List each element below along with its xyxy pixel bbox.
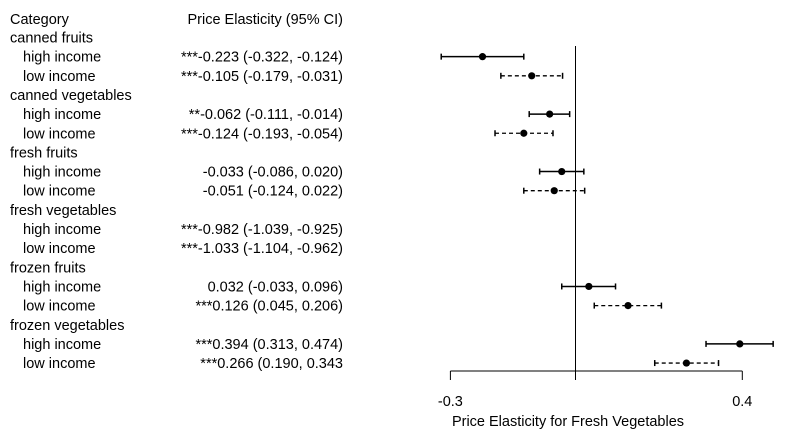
estimate-text: -0.051 (-0.124, 0.022) bbox=[203, 184, 343, 200]
x-tick-label: -0.3 bbox=[438, 394, 463, 410]
x-axis: -0.3 0.4 bbox=[438, 370, 752, 410]
point-estimate bbox=[550, 187, 558, 195]
point-estimate bbox=[585, 282, 593, 291]
plot-area bbox=[440, 46, 774, 371]
row-label: high income bbox=[23, 222, 101, 238]
point-estimate bbox=[546, 110, 554, 118]
estimate-text: 0.032 (-0.033, 0.096) bbox=[208, 279, 343, 295]
estimate-text: -0.033 (-0.086, 0.020) bbox=[203, 165, 343, 181]
point-estimate bbox=[624, 302, 632, 310]
header-category: Category bbox=[10, 12, 70, 28]
row-label: high income bbox=[23, 165, 101, 181]
row-label: high income bbox=[23, 279, 101, 295]
estimate-text: **-0.062 (-0.111, -0.014) bbox=[189, 107, 343, 123]
category-label: fresh fruits bbox=[10, 145, 78, 161]
table-rows: canned fruits high income ***-0.223 (-0.32… bbox=[10, 31, 343, 373]
row-label: low income bbox=[23, 356, 96, 372]
estimate-text: ***0.126 (0.045, 0.206) bbox=[195, 299, 343, 315]
row-label: low income bbox=[23, 241, 96, 257]
row-label: low income bbox=[23, 126, 96, 142]
header-estimate: Price Elasticity (95% CI) bbox=[187, 12, 343, 28]
row-label: high income bbox=[23, 337, 101, 353]
point-estimate bbox=[736, 340, 744, 348]
category-label: canned fruits bbox=[10, 31, 93, 47]
point-estimate bbox=[682, 359, 691, 367]
estimate-text: ***-0.124 (-0.193, -0.054) bbox=[181, 126, 343, 142]
point-estimate bbox=[478, 53, 487, 61]
point-estimate bbox=[528, 72, 536, 80]
estimate-text: ***-0.105 (-0.179, -0.031) bbox=[181, 69, 343, 85]
x-axis-label: Price Elasticity for Fresh Vegetables bbox=[452, 414, 684, 430]
category-label: frozen fruits bbox=[10, 260, 86, 276]
estimate-text: ***0.266 (0.190, 0.343 bbox=[200, 356, 343, 372]
estimate-text: ***0.394 (0.313, 0.474) bbox=[195, 337, 343, 353]
point-estimate bbox=[558, 167, 566, 176]
row-label: low income bbox=[23, 69, 96, 85]
estimate-text: ***-1.033 (-1.104, -0.962) bbox=[181, 241, 343, 257]
estimate-text: ***-0.982 (-1.039, -0.925) bbox=[181, 222, 343, 238]
category-label: fresh vegetables bbox=[10, 203, 116, 219]
category-label: frozen vegetables bbox=[10, 318, 124, 334]
row-label: low income bbox=[23, 299, 96, 315]
row-label: high income bbox=[23, 107, 101, 123]
row-label: low income bbox=[23, 184, 96, 200]
x-tick-label: 0.4 bbox=[732, 394, 752, 410]
estimate-text: ***-0.223 (-0.322, -0.124) bbox=[181, 50, 343, 66]
row-label: high income bbox=[23, 50, 101, 66]
point-estimate bbox=[520, 129, 528, 137]
category-label: canned vegetables bbox=[10, 88, 132, 104]
